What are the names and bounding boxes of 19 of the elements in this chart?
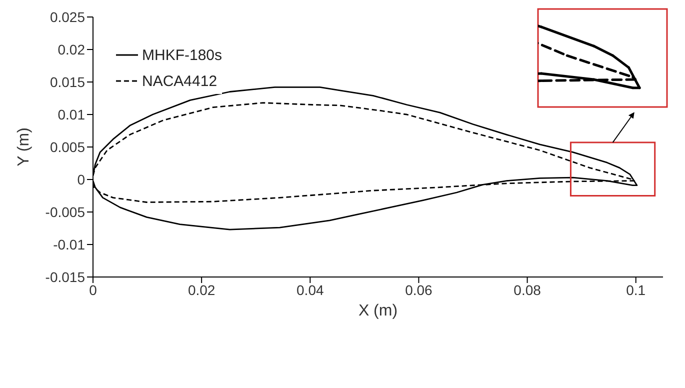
y-tick-label: -0.005 bbox=[45, 204, 86, 220]
x-tick-label: 0.02 bbox=[188, 282, 216, 298]
x-tick-label: 0.1 bbox=[626, 282, 646, 298]
x-axis-title: X (m) bbox=[358, 302, 398, 320]
x-tick-label: 0.04 bbox=[296, 282, 324, 298]
x-tick-label: 0 bbox=[89, 282, 98, 298]
y-tick-label: 0.025 bbox=[50, 8, 86, 25]
y-tick-label: 0.02 bbox=[58, 41, 86, 58]
y-tick-label: 0.01 bbox=[58, 106, 86, 122]
y-tick-label: -0.01 bbox=[53, 236, 86, 252]
y-tick-label: 0.005 bbox=[50, 138, 86, 155]
y-tick-label: 0.015 bbox=[50, 74, 86, 90]
legend-label: NACA4412 bbox=[142, 72, 218, 90]
x-tick-label: 0.08 bbox=[514, 282, 542, 298]
y-tick-label: 0 bbox=[77, 171, 86, 188]
x-tick-label: 0.06 bbox=[405, 282, 433, 298]
y-tick-label: -0.015 bbox=[45, 268, 86, 285]
y-axis-title: Y (m) bbox=[16, 128, 33, 166]
legend-label: MHKF-180s bbox=[142, 46, 222, 64]
